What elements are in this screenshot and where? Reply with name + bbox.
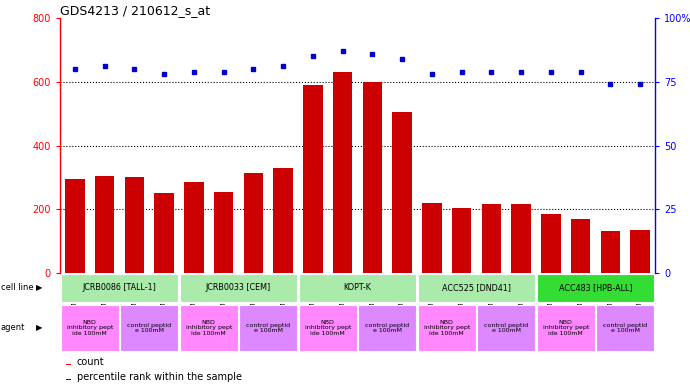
- Bar: [179, 274, 297, 302]
- Text: ▶: ▶: [36, 283, 42, 293]
- Text: percentile rank within the sample: percentile rank within the sample: [77, 372, 242, 382]
- Bar: [66, 179, 85, 273]
- Bar: [273, 168, 293, 273]
- Bar: [61, 305, 119, 351]
- Text: control peptid
e 100mM: control peptid e 100mM: [246, 323, 290, 333]
- Text: control peptid
e 100mM: control peptid e 100mM: [127, 323, 171, 333]
- Bar: [66, 364, 71, 365]
- Bar: [66, 379, 71, 380]
- Bar: [303, 85, 322, 273]
- Bar: [239, 305, 297, 351]
- Bar: [477, 305, 535, 351]
- Text: ACC525 [DND41]: ACC525 [DND41]: [442, 283, 511, 293]
- Text: NBD
inhibitory pept
ide 100mM: NBD inhibitory pept ide 100mM: [304, 320, 351, 336]
- Bar: [417, 305, 476, 351]
- Bar: [631, 230, 650, 273]
- Text: NBD
inhibitory pept
ide 100mM: NBD inhibitory pept ide 100mM: [542, 320, 589, 336]
- Text: JCRB0033 [CEM]: JCRB0033 [CEM]: [206, 283, 271, 293]
- Bar: [358, 305, 416, 351]
- Text: control peptid
e 100mM: control peptid e 100mM: [365, 323, 409, 333]
- Text: JCRB0086 [TALL-1]: JCRB0086 [TALL-1]: [83, 283, 157, 293]
- Text: KOPT-K: KOPT-K: [344, 283, 371, 293]
- Bar: [393, 112, 412, 273]
- Bar: [299, 305, 357, 351]
- Bar: [95, 176, 115, 273]
- Text: ACC483 [HPB-ALL]: ACC483 [HPB-ALL]: [559, 283, 632, 293]
- Bar: [452, 208, 471, 273]
- Bar: [571, 219, 590, 273]
- Text: cell line: cell line: [1, 283, 33, 293]
- Bar: [333, 72, 353, 273]
- Text: GDS4213 / 210612_s_at: GDS4213 / 210612_s_at: [60, 4, 210, 17]
- Text: NBD
inhibitory pept
ide 100mM: NBD inhibitory pept ide 100mM: [66, 320, 113, 336]
- Bar: [214, 192, 233, 273]
- Bar: [179, 305, 238, 351]
- Bar: [596, 305, 654, 351]
- Bar: [482, 204, 501, 273]
- Bar: [417, 274, 535, 302]
- Text: count: count: [77, 357, 104, 367]
- Text: control peptid
e 100mM: control peptid e 100mM: [484, 323, 529, 333]
- Bar: [299, 274, 416, 302]
- Bar: [61, 274, 179, 302]
- Bar: [541, 214, 560, 273]
- Bar: [537, 274, 654, 302]
- Bar: [601, 231, 620, 273]
- Bar: [184, 182, 204, 273]
- Bar: [120, 305, 179, 351]
- Text: NBD
inhibitory pept
ide 100mM: NBD inhibitory pept ide 100mM: [186, 320, 232, 336]
- Text: control peptid
e 100mM: control peptid e 100mM: [603, 323, 647, 333]
- Text: agent: agent: [1, 323, 25, 333]
- Bar: [363, 82, 382, 273]
- Bar: [244, 172, 263, 273]
- Text: NBD
inhibitory pept
ide 100mM: NBD inhibitory pept ide 100mM: [424, 320, 470, 336]
- Bar: [155, 193, 174, 273]
- Bar: [422, 203, 442, 273]
- Bar: [125, 177, 144, 273]
- Bar: [537, 305, 595, 351]
- Text: ▶: ▶: [36, 323, 42, 333]
- Bar: [511, 204, 531, 273]
